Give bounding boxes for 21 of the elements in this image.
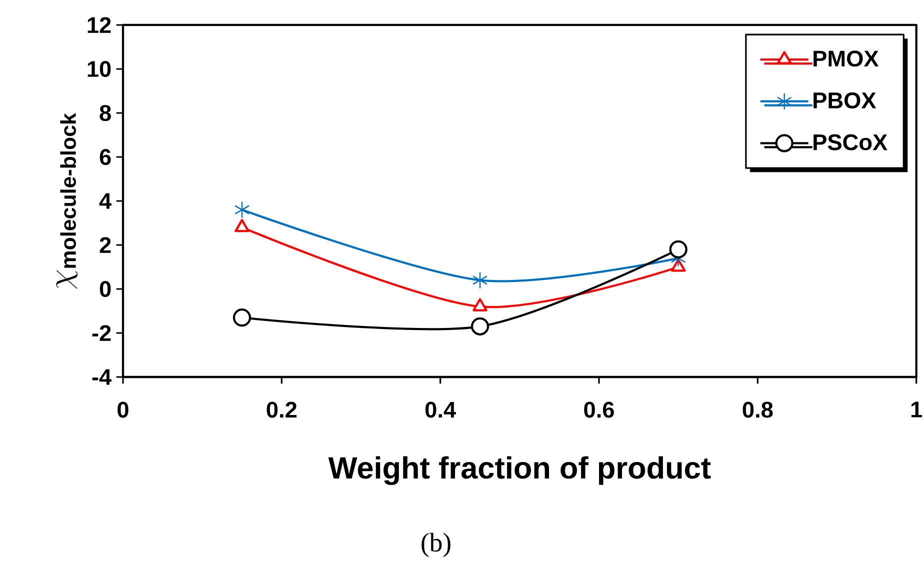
y-tick-label: 8: [100, 104, 111, 122]
y-tick-label: 12: [88, 17, 111, 33]
x-tick-label: 1: [911, 402, 922, 418]
y-tick-label: 2: [100, 237, 111, 253]
y-tick-label: 10: [88, 60, 111, 78]
y-tick-label: 4: [99, 193, 112, 209]
y-axis-title: $\chi_{\text{\bfseries molecule-block}}$: [56, 112, 78, 289]
y-tick-label: -2: [92, 325, 111, 341]
x-tick-label: 0: [118, 402, 128, 418]
y-tick-label: 0: [100, 280, 111, 298]
legend-label: PSCoX: [814, 134, 888, 150]
x-tick-label: 0.2: [266, 402, 297, 418]
x-tick-label: 0.4: [425, 402, 456, 418]
legend-label: PMOX: [814, 50, 879, 67]
text: (b): [422, 532, 450, 558]
x-tick-label: 0.6: [584, 402, 614, 418]
y-tick-label: -4: [92, 369, 112, 385]
legend-label: PBOX: [814, 92, 876, 108]
x-tick-label: 0.8: [742, 402, 773, 418]
x-axis-title: Weight fraction of product: [328, 456, 711, 485]
y-tick-label: 6: [100, 148, 111, 166]
